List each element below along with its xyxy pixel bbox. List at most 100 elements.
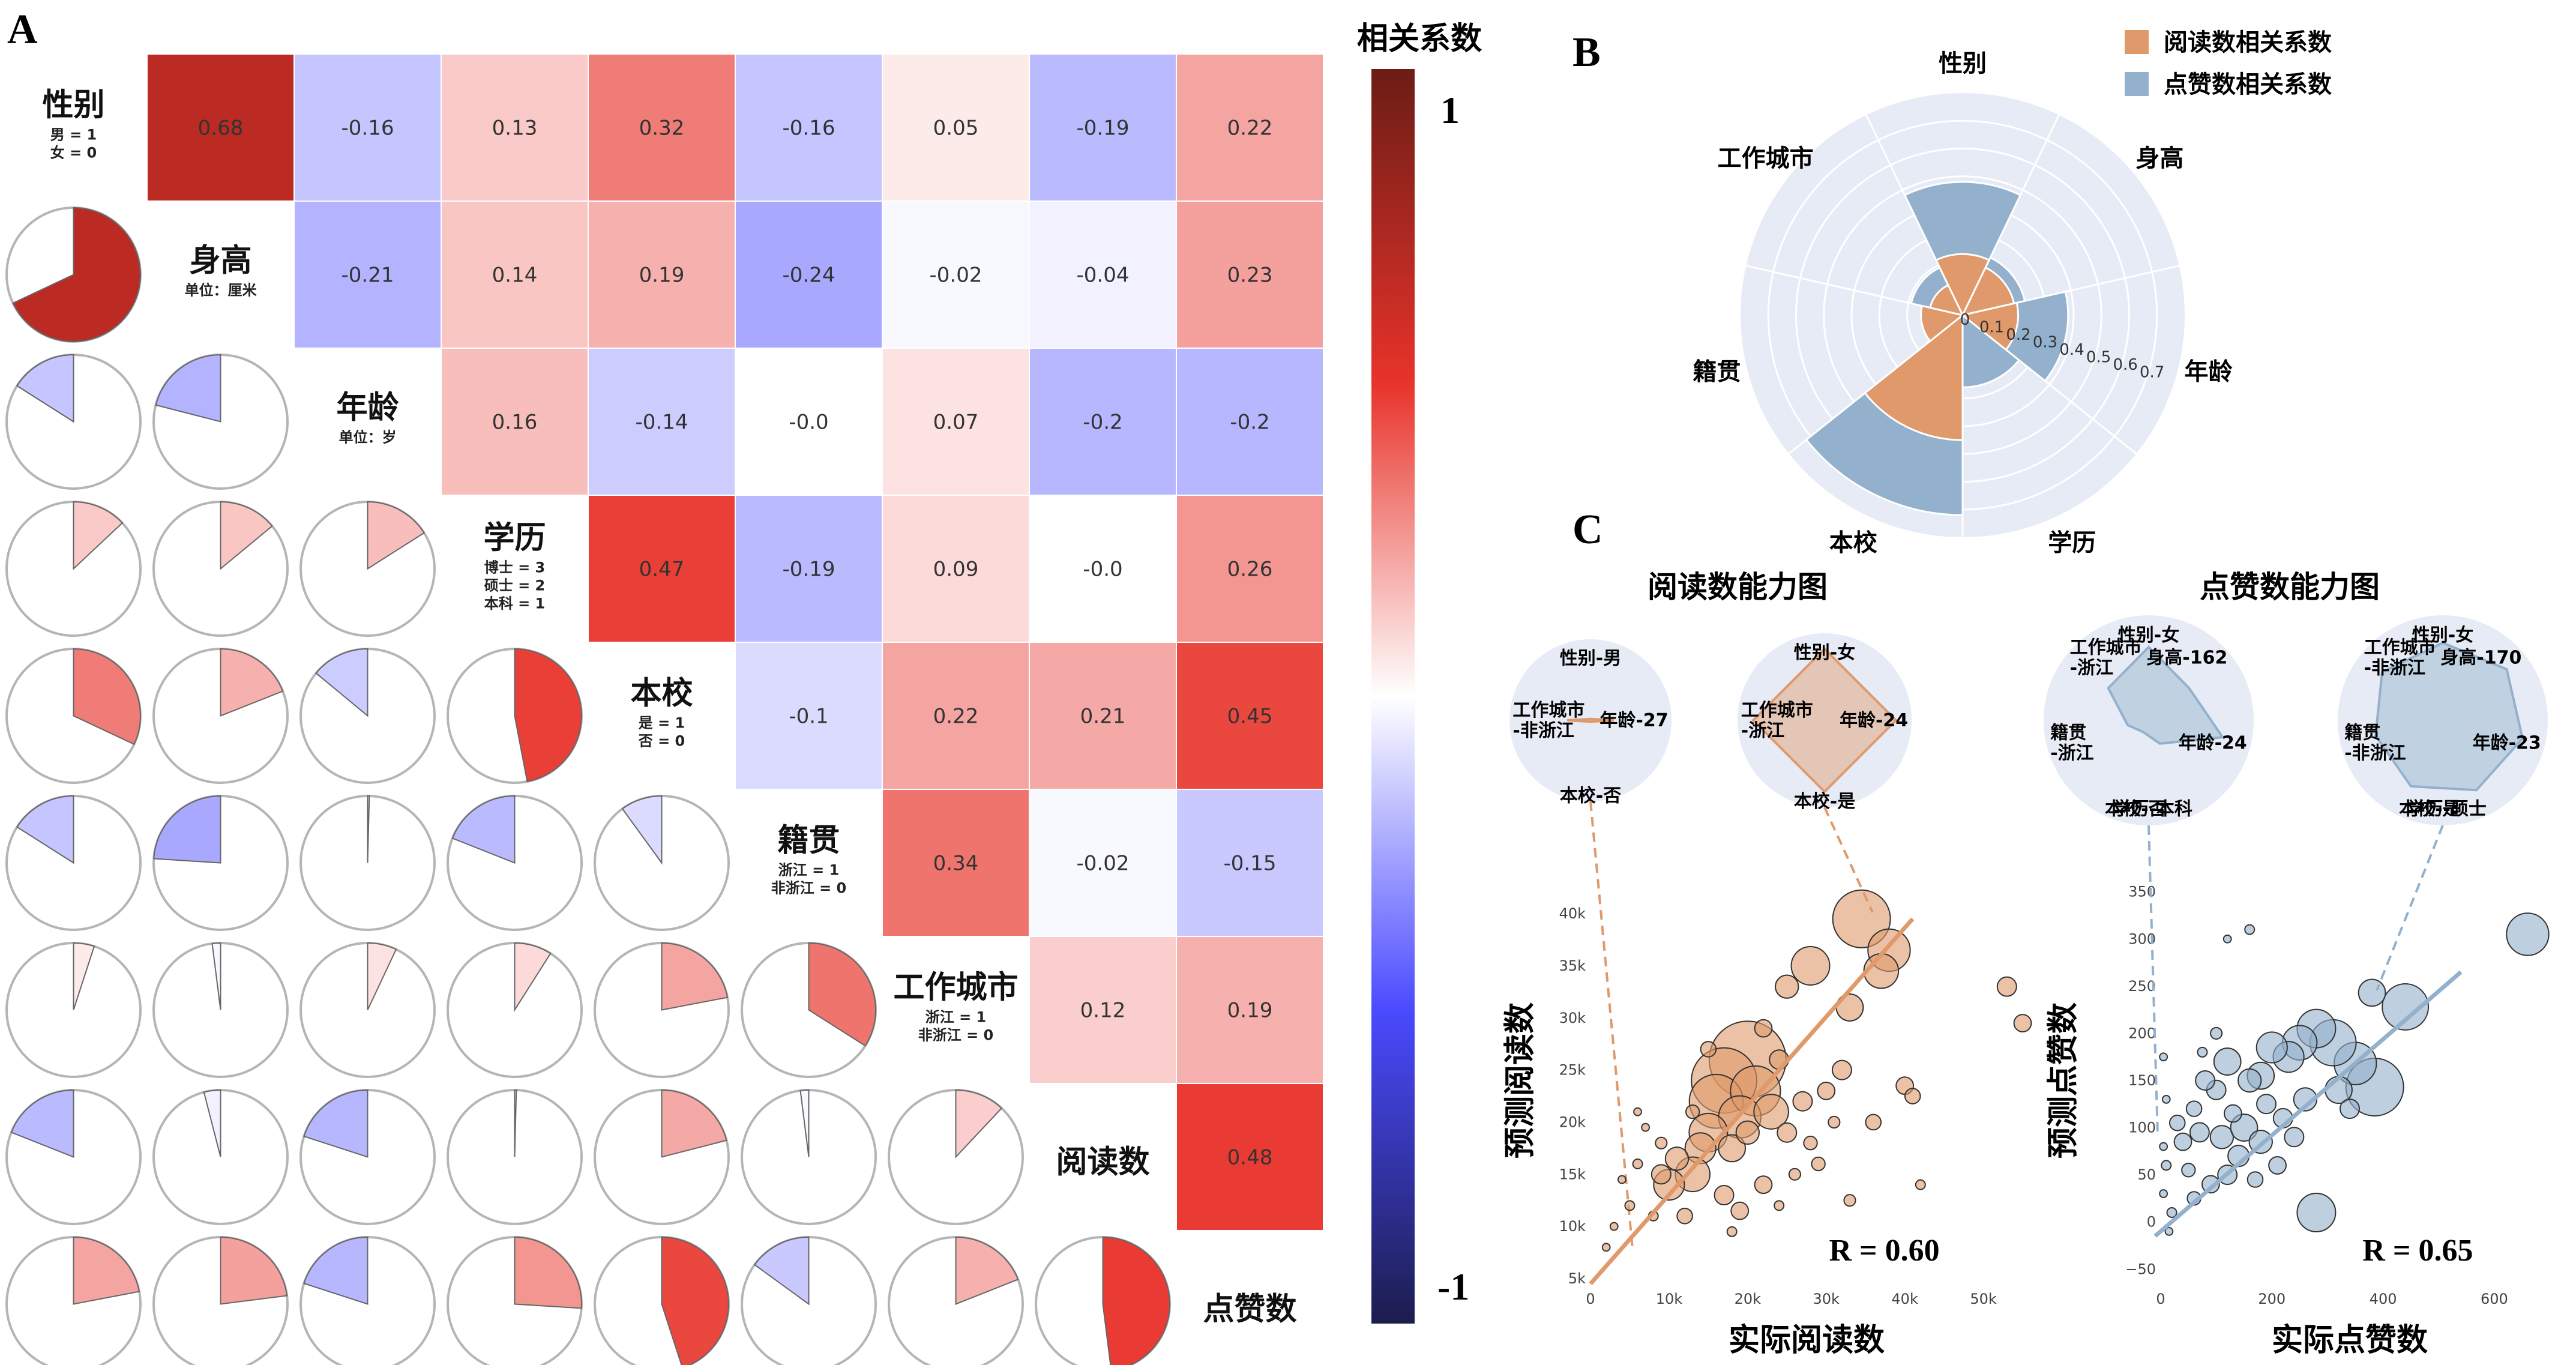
pie-sector xyxy=(661,942,729,1011)
radar-polygon-reads-1 xyxy=(1567,717,1614,723)
radar-axis-label: 年龄-24 xyxy=(2179,732,2247,753)
y-tick-label: 200 xyxy=(2128,1025,2156,1041)
heatmap-cell xyxy=(441,53,589,202)
heatmap-cell xyxy=(146,53,295,202)
scatter-point xyxy=(1651,1164,1672,1185)
heatmap-cell-label: 0.21 xyxy=(1080,705,1126,729)
heatmap-cell xyxy=(1029,642,1177,790)
heatmap-cell xyxy=(1176,495,1324,643)
pie-sector xyxy=(1102,1237,1171,1365)
x-tick-label: 200 xyxy=(2258,1291,2286,1307)
heatmap-cell xyxy=(735,53,883,202)
scatter-point xyxy=(1915,1179,1926,1190)
scatter-point xyxy=(1726,1226,1738,1237)
scatter-point xyxy=(1788,1168,1801,1181)
heatmap-cell-label: 0.19 xyxy=(1227,999,1273,1023)
radar-title-likes: 点赞数能力图 xyxy=(2200,570,2380,604)
heatmap-cell-label: 0.32 xyxy=(639,116,685,140)
pie-sector xyxy=(220,1237,288,1305)
polar-bar-likes xyxy=(1903,181,2022,318)
pie-sector xyxy=(955,1237,1019,1305)
radar-axis-label: -浙江 xyxy=(2050,743,2093,764)
variable-note: 否 = 0 xyxy=(638,733,685,750)
pie-sector xyxy=(799,1089,810,1157)
radar-background xyxy=(2044,615,2254,825)
radar-link-line xyxy=(2147,825,2159,1135)
legend-swatch xyxy=(2125,30,2149,54)
radar-axis-label: 学历-硕士 xyxy=(2407,798,2486,819)
heatmap-cell xyxy=(588,495,736,643)
pie-sector xyxy=(203,1089,221,1157)
colorbar-min-label: -1 xyxy=(1437,1265,1469,1308)
pie-sector xyxy=(155,354,221,423)
correlation-annotation: R = 0.65 xyxy=(2362,1234,2473,1268)
radar-axis-label: 本校-否 xyxy=(2105,798,2166,819)
pie-sector xyxy=(220,501,273,570)
scatter-point xyxy=(1754,1175,1773,1195)
scatter-point xyxy=(2161,1160,2172,1171)
scatter-point xyxy=(1664,1147,1690,1171)
pie-sector xyxy=(621,795,663,865)
radar-axis-label: 年龄-23 xyxy=(2473,732,2541,753)
panel-label-a: A xyxy=(7,7,38,53)
scatter-point xyxy=(2164,1227,2174,1236)
x-tick-label: 20k xyxy=(1735,1291,1762,1307)
variable-note: 本科 = 1 xyxy=(484,595,546,612)
pie-sector xyxy=(661,1237,729,1365)
heatmap-cell-label: -0.1 xyxy=(789,705,828,729)
heatmap-cell-label: -0.04 xyxy=(1077,264,1130,288)
heatmap-cell xyxy=(1176,53,1324,202)
scatter-point xyxy=(1609,1222,1619,1231)
scatter-point xyxy=(1714,1185,1735,1206)
pie-sector xyxy=(211,942,221,1010)
pie-sector xyxy=(753,1237,810,1306)
heatmap-cell-label: -0.24 xyxy=(783,264,835,288)
scatter-point xyxy=(2185,1100,2203,1117)
variable-note: 硕士 = 2 xyxy=(484,577,546,594)
polar-category-label: 年龄 xyxy=(2184,358,2232,385)
scatter-point xyxy=(2197,1046,2208,1058)
scatter-point xyxy=(2195,1070,2216,1091)
y-tick-label: 100 xyxy=(2128,1119,2156,1136)
pie-sector xyxy=(451,795,516,864)
legend-label: 阅读数相关系数 xyxy=(2164,29,2332,56)
y-tick-label: −50 xyxy=(2125,1261,2156,1277)
polar-bar-reads xyxy=(1961,266,2015,317)
pie-sector xyxy=(955,1089,1003,1159)
scatter-point xyxy=(2209,1125,2234,1150)
radar-axis-label: 工作城市 xyxy=(2070,637,2142,658)
heatmap-cell-label: -0.16 xyxy=(342,116,394,140)
scatter-point xyxy=(1790,945,1831,986)
x-tick-label: 0 xyxy=(1586,1291,1595,1307)
y-tick-label: 10k xyxy=(1559,1218,1586,1235)
radar-axis-label: 工作城市 xyxy=(2364,637,2436,658)
legend-swatch xyxy=(2125,72,2149,96)
heatmap-cell-label: -0.0 xyxy=(1083,558,1122,582)
x-tick-label: 600 xyxy=(2481,1291,2508,1307)
y-tick-label: 150 xyxy=(2128,1072,2156,1089)
heatmap-cell xyxy=(588,53,736,202)
colorbar-title: 相关系数 xyxy=(1357,21,1482,57)
heatmap-cell xyxy=(441,200,589,349)
x-tick-label: 400 xyxy=(2370,1291,2397,1307)
heatmap-cell-label: -0.0 xyxy=(789,411,828,435)
scatter-point xyxy=(1811,1156,1826,1172)
variable-label: 点赞数 xyxy=(1203,1292,1296,1328)
scatter-point xyxy=(1641,1122,1651,1132)
radar-axis-label: 籍贯 xyxy=(2050,722,2086,743)
polar-category-label: 学历 xyxy=(2048,529,2096,556)
pie-sector xyxy=(73,648,141,746)
radar-background xyxy=(1509,639,1672,801)
y-tick-label: 30k xyxy=(1559,1010,1586,1026)
variable-label: 身高 xyxy=(189,243,251,279)
scatter-point xyxy=(1831,1059,1852,1080)
scatter-point xyxy=(2296,1193,2337,1232)
variable-label: 性别 xyxy=(42,88,104,124)
radar-axis-label: 工作城市 xyxy=(1512,700,1584,721)
heatmap-cell-label: 0.16 xyxy=(492,411,538,435)
heatmap-cell xyxy=(882,789,1030,937)
colorbar: 相关系数 1 -1 xyxy=(1357,21,1482,1324)
variable-note: 男 = 1 xyxy=(50,127,97,143)
